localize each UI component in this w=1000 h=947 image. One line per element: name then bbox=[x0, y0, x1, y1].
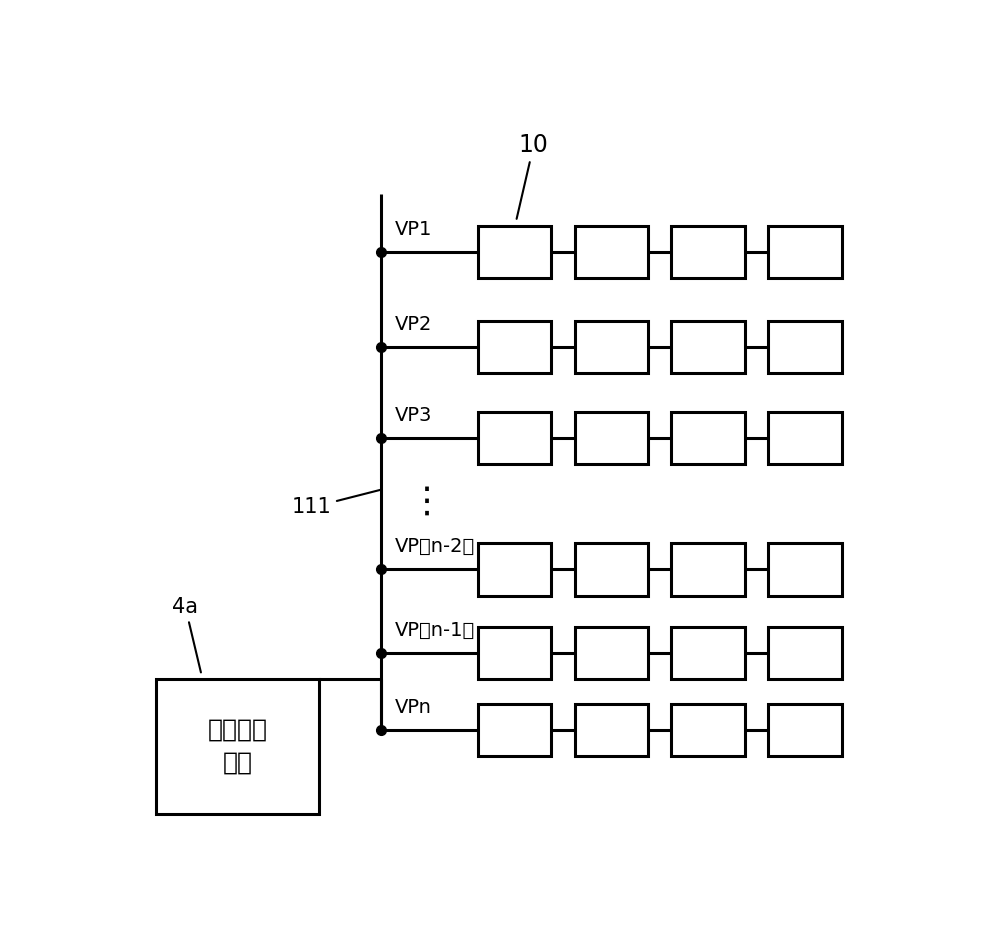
Bar bbox=[478, 627, 551, 680]
Text: 10: 10 bbox=[517, 133, 549, 219]
Bar bbox=[574, 627, 648, 680]
Bar bbox=[671, 226, 745, 278]
Bar bbox=[671, 544, 745, 596]
Bar bbox=[574, 544, 648, 596]
Text: 电源控制
电路: 电源控制 电路 bbox=[207, 718, 267, 775]
Bar bbox=[574, 412, 648, 464]
Bar bbox=[478, 321, 551, 373]
Bar bbox=[574, 226, 648, 278]
Bar bbox=[768, 704, 842, 756]
Bar bbox=[671, 704, 745, 756]
Bar bbox=[478, 704, 551, 756]
Bar bbox=[768, 321, 842, 373]
Bar bbox=[156, 679, 319, 813]
Bar bbox=[574, 704, 648, 756]
Text: VP1: VP1 bbox=[395, 220, 432, 239]
Bar bbox=[768, 226, 842, 278]
Text: VP2: VP2 bbox=[395, 314, 432, 334]
Bar bbox=[478, 412, 551, 464]
Text: ⋮: ⋮ bbox=[409, 485, 445, 519]
Bar bbox=[671, 412, 745, 464]
Bar bbox=[671, 627, 745, 680]
Text: 111: 111 bbox=[292, 490, 380, 517]
Text: VPn: VPn bbox=[395, 698, 432, 717]
Bar bbox=[478, 226, 551, 278]
Bar bbox=[671, 321, 745, 373]
Text: 4a: 4a bbox=[172, 597, 201, 672]
Text: VP3: VP3 bbox=[395, 406, 432, 425]
Bar bbox=[768, 627, 842, 680]
Text: VP（n-2）: VP（n-2） bbox=[395, 537, 475, 556]
Text: VP（n-1）: VP（n-1） bbox=[395, 621, 475, 640]
Bar bbox=[768, 412, 842, 464]
Bar bbox=[478, 544, 551, 596]
Bar bbox=[574, 321, 648, 373]
Bar bbox=[768, 544, 842, 596]
